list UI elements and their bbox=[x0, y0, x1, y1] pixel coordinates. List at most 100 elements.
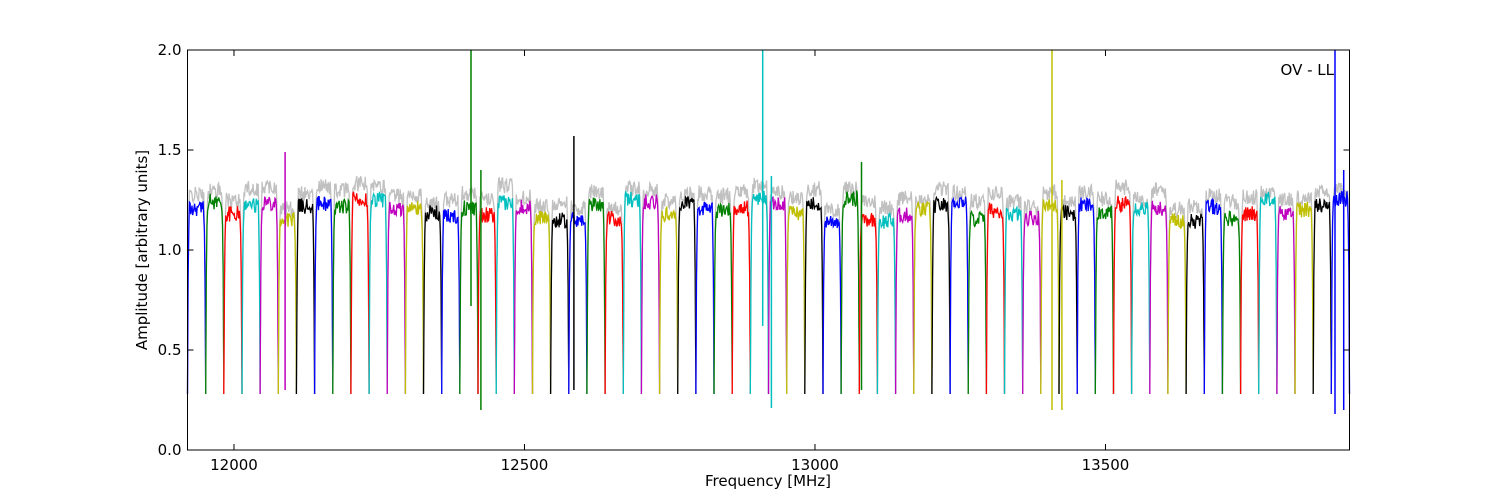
channel-trace-17 bbox=[495, 194, 515, 395]
background-trace-55 bbox=[1185, 198, 1205, 395]
channel-trace-4 bbox=[259, 196, 279, 395]
background-trace-42 bbox=[949, 183, 969, 395]
background-trace-34 bbox=[804, 181, 824, 395]
channel-trace-57 bbox=[1221, 210, 1242, 395]
background-trace-44 bbox=[985, 186, 1006, 395]
background-trace-3 bbox=[241, 180, 261, 395]
channel-trace-34 bbox=[804, 197, 824, 395]
channel-trace-37 bbox=[858, 212, 879, 395]
channel-trace-1 bbox=[205, 193, 225, 395]
background-trace-41 bbox=[931, 181, 951, 395]
background-trace-46 bbox=[1022, 198, 1042, 395]
background-trace-49 bbox=[1076, 182, 1096, 395]
background-trace-13 bbox=[422, 196, 443, 395]
background-trace-40 bbox=[913, 194, 933, 395]
channel-trace-20 bbox=[549, 212, 570, 395]
channel-trace-23 bbox=[604, 210, 624, 395]
channel-trace-11 bbox=[386, 201, 407, 395]
y-tick-label-0: 0.0 bbox=[158, 441, 182, 459]
channel-trace-26 bbox=[658, 205, 679, 395]
background-trace-45 bbox=[1003, 193, 1024, 395]
background-trace-31 bbox=[749, 177, 770, 395]
background-trace-36 bbox=[840, 181, 860, 395]
channel-trace-3 bbox=[241, 198, 261, 395]
channel-trace-56 bbox=[1203, 197, 1224, 395]
background-trace-56 bbox=[1203, 188, 1224, 395]
background-trace-37 bbox=[858, 195, 879, 395]
channel-trace-52 bbox=[1130, 202, 1151, 395]
channel-trace-33 bbox=[786, 205, 806, 395]
series-layer bbox=[186, 50, 1351, 414]
channel-trace-47 bbox=[1040, 198, 1060, 395]
channel-trace-6 bbox=[295, 198, 316, 395]
background-trace-33 bbox=[786, 190, 806, 395]
y-tick-label-3: 1.5 bbox=[158, 141, 182, 159]
y-tick-label-1: 0.5 bbox=[158, 341, 182, 359]
channel-trace-60 bbox=[1276, 206, 1296, 395]
channel-trace-2 bbox=[223, 206, 243, 395]
channel-trace-18 bbox=[513, 199, 534, 395]
channel-trace-19 bbox=[531, 210, 552, 395]
x-tick-label-0: 12000 bbox=[210, 456, 258, 474]
channel-trace-58 bbox=[1239, 206, 1260, 395]
background-trace-30 bbox=[731, 184, 751, 395]
channel-trace-0 bbox=[186, 200, 207, 395]
tick-layer: 12000 12500 13000 13500 0.0 0.5 1.0 1.5 2.0 bbox=[158, 41, 1350, 474]
background-trace-11 bbox=[386, 188, 407, 395]
channel-trace-54 bbox=[1167, 213, 1187, 395]
channel-trace-21 bbox=[568, 212, 588, 395]
background-trace-39 bbox=[894, 190, 915, 395]
background-trace-53 bbox=[1149, 181, 1169, 395]
background-trace-9 bbox=[350, 176, 370, 395]
channel-trace-30 bbox=[731, 200, 751, 395]
background-trace-8 bbox=[332, 182, 352, 395]
background-trace-61 bbox=[1294, 190, 1314, 395]
channel-trace-31 bbox=[749, 190, 770, 395]
background-trace-60 bbox=[1276, 192, 1296, 395]
background-trace-17 bbox=[495, 176, 515, 395]
channel-trace-55 bbox=[1185, 213, 1205, 395]
channel-trace-25 bbox=[640, 194, 661, 395]
channel-trace-9 bbox=[350, 191, 370, 395]
background-trace-50 bbox=[1094, 190, 1115, 395]
background-trace-24 bbox=[622, 179, 643, 395]
y-tick-label-2: 1.0 bbox=[158, 241, 182, 259]
background-trace-51 bbox=[1112, 179, 1133, 395]
background-trace-26 bbox=[658, 192, 679, 395]
x-tick-label-2: 13000 bbox=[791, 456, 839, 474]
channel-trace-62 bbox=[1312, 198, 1332, 395]
background-trace-20 bbox=[549, 196, 570, 395]
channel-trace-27 bbox=[677, 194, 697, 395]
channel-trace-43 bbox=[967, 209, 988, 395]
background-trace-35 bbox=[822, 201, 842, 395]
channel-trace-13 bbox=[422, 205, 443, 395]
channel-trace-24 bbox=[622, 191, 643, 395]
background-trace-4 bbox=[259, 180, 279, 395]
channel-trace-15 bbox=[459, 200, 479, 395]
channel-trace-49 bbox=[1076, 197, 1096, 395]
x-axis-label: Frequency [MHz] bbox=[705, 472, 831, 490]
background-trace-10 bbox=[368, 178, 388, 395]
channel-trace-5 bbox=[277, 212, 298, 395]
background-trace-54 bbox=[1167, 201, 1187, 395]
background-trace-0 bbox=[186, 186, 207, 395]
channel-trace-38 bbox=[876, 211, 897, 395]
polarization-annotation: OV - LL bbox=[1281, 61, 1335, 79]
channel-trace-36 bbox=[840, 190, 860, 395]
background-trace-5 bbox=[277, 201, 298, 395]
background-trace-23 bbox=[604, 201, 624, 395]
background-trace-18 bbox=[513, 189, 534, 395]
background-trace-1 bbox=[205, 180, 225, 395]
channel-trace-29 bbox=[713, 201, 733, 395]
background-trace-12 bbox=[404, 188, 425, 395]
channel-trace-50 bbox=[1094, 205, 1115, 395]
background-trace-59 bbox=[1258, 185, 1278, 395]
background-trace-43 bbox=[967, 193, 988, 395]
channel-trace-61 bbox=[1294, 201, 1314, 395]
background-trace-2 bbox=[223, 192, 243, 395]
background-trace-25 bbox=[640, 180, 661, 395]
channel-trace-41 bbox=[931, 195, 951, 395]
channel-trace-44 bbox=[985, 202, 1006, 395]
background-trace-28 bbox=[695, 185, 715, 395]
